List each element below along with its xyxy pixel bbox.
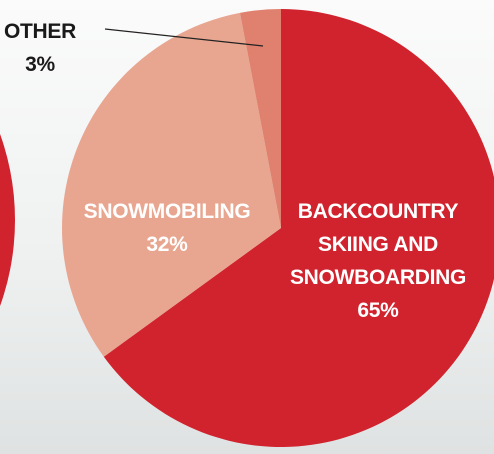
pie-slice [239, 9, 281, 228]
slice-label: SNOWMOBILING 32% [67, 195, 267, 261]
value-label: 32% [146, 233, 188, 256]
value-label: 3% [25, 53, 55, 76]
leader-line [104, 28, 264, 47]
category-name: SNOWMOBILING [83, 200, 251, 223]
pie [61, 9, 494, 447]
category-name: OTHER [3, 20, 76, 43]
pie-slice [103, 9, 494, 447]
slice-label: OTHER 3% [0, 15, 80, 81]
neighbor-pie-edge [0, 134, 15, 306]
slice-label: BACKCOUNTRY SKIING AND SNOWBOARDING 65% [283, 195, 473, 327]
category-name: BACKCOUNTRY SKIING AND SNOWBOARDING [289, 200, 467, 289]
value-label: 65% [357, 299, 399, 322]
pie-slice [61, 12, 282, 357]
